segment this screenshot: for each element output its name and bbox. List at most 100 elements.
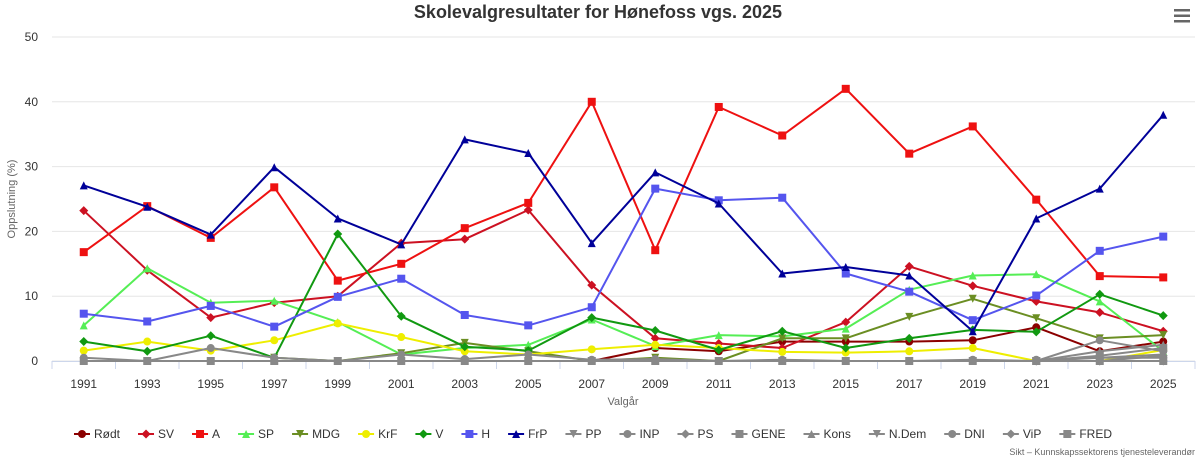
series-line-dni [82,339,1165,362]
data-point-a [651,246,660,255]
series-krf [79,319,1168,365]
data-point-mdg [1032,314,1041,323]
series-line-sp [82,267,1165,356]
data-point-frp [651,168,660,177]
data-point-r-dt [1032,323,1041,332]
data-point-fred [397,357,406,365]
legend-item[interactable]: Kons [803,427,851,441]
legend-marker [735,430,744,438]
legend-label: GENE [751,427,785,441]
legend-item[interactable]: SP [238,427,274,441]
legend-marker [78,430,86,438]
legend-item[interactable]: FRED [1059,427,1112,441]
data-point-h [1095,246,1104,255]
data-point-krf [79,346,88,355]
series-a [79,84,1168,285]
legend-item[interactable]: GENE [731,427,786,441]
data-point-frp [587,239,596,248]
data-point-dni [524,350,533,359]
legend-item[interactable]: PS [677,427,713,441]
data-point-sv [1095,307,1105,317]
x-tick-label: 2013 [769,377,796,391]
series-fred [79,357,1168,365]
legend-item[interactable]: N.Dem [868,427,926,441]
legend-item[interactable]: A [192,427,220,441]
data-point-krf [968,344,977,353]
data-point-mdg [968,294,977,303]
data-point-v [79,337,89,347]
data-point-sp [270,296,279,305]
legend-item[interactable]: ViP [1002,427,1041,441]
data-point-frp [333,214,342,223]
y-axis: 0 10 20 30 40 50 [25,30,39,368]
data-point-sv [587,280,597,290]
data-point-sp [79,321,88,330]
data-point-h [270,322,279,331]
data-point-gene [1095,351,1104,360]
legend-label: N.Dem [889,427,926,441]
data-point-a [968,122,977,131]
series-line-v [82,233,1165,359]
legend-item[interactable]: V [415,427,443,441]
data-point-a [79,248,88,257]
chart-title: Skolevalgresultater for Hønefoss vgs. 20… [414,2,782,22]
data-point-mdg [1159,331,1168,340]
data-point-a [1032,195,1041,204]
series-h [79,184,1168,331]
legend-item[interactable]: Rødt [74,427,121,441]
legend-item[interactable]: SV [138,427,174,441]
data-point-krf [651,340,660,349]
data-point-sp [968,271,977,280]
data-point-fred [968,357,977,365]
data-point-h [1032,291,1041,300]
x-tick-label: 2005 [515,377,542,391]
data-point-fred [587,357,596,365]
legend-item[interactable]: FrP [508,427,547,441]
data-point-frp [1032,214,1041,223]
legend-item[interactable]: MDG [292,427,340,441]
menu-icon[interactable] [1174,9,1190,23]
legend-item[interactable]: KrF [358,427,397,441]
x-tick-label: 2009 [642,377,669,391]
data-point-a [460,224,469,233]
data-point-h [841,269,850,278]
data-point-v [714,345,724,355]
data-point-krf [841,348,850,357]
data-point-fred [143,357,152,365]
data-point-v [587,313,597,323]
data-point-dni [397,350,406,359]
data-point-fred [778,357,787,365]
data-point-frp [714,199,723,208]
data-point-fred [206,357,215,365]
series-line-krf [82,322,1165,362]
legend-label: FrP [528,427,547,441]
series-line-r-dt [590,326,1165,362]
y-tick-label: 30 [25,160,39,174]
data-point-v [1031,327,1041,337]
data-point-kons [1159,340,1168,349]
data-point-v [1095,289,1105,299]
legend-item[interactable]: DNI [944,427,985,441]
data-point-sv [79,206,89,216]
data-point-a [1159,273,1168,282]
legend-item[interactable]: INP [619,427,659,441]
data-point-frp [270,163,279,172]
legend-marker [362,430,371,438]
data-point-frp [841,263,850,272]
series-layer [79,84,1168,366]
data-point-v [841,343,851,353]
legend-label: SP [258,427,274,441]
legend-label: INP [639,427,659,441]
legend-label: PS [697,427,713,441]
legend-item[interactable]: H [461,427,490,441]
data-point-h [79,309,88,318]
legend-label: DNI [964,427,985,441]
data-point-fred [841,357,850,365]
x-tick-label: 2001 [388,377,415,391]
legend-item[interactable]: PP [565,427,601,441]
data-point-fred [714,357,723,365]
data-point-krf [778,347,787,356]
data-point-a [270,183,279,192]
y-tick-label: 20 [25,224,39,238]
x-tick-label: 2015 [832,377,859,391]
